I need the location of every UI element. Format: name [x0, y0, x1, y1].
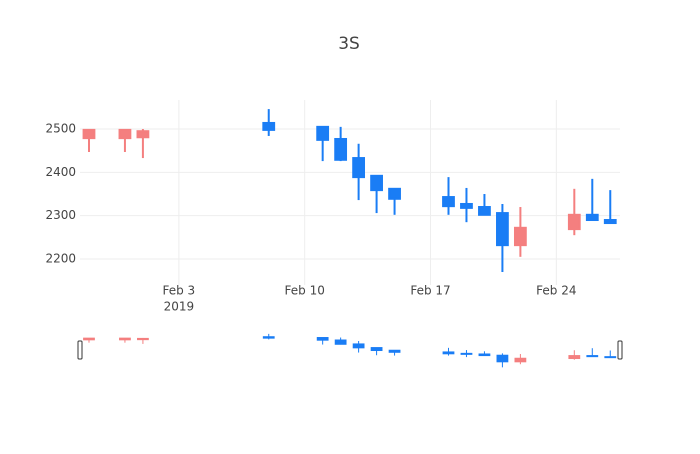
candle-body	[603, 219, 617, 225]
slider-candle-body	[478, 353, 491, 357]
slider-candle-body	[316, 337, 329, 341]
candle-body	[585, 213, 599, 222]
candle-body	[118, 128, 132, 140]
candle-body	[334, 137, 348, 161]
slider-candle-body	[514, 357, 527, 363]
range-slider-handle[interactable]	[617, 340, 623, 360]
slider-candle-body	[352, 343, 365, 349]
slider-candle-body	[568, 355, 581, 360]
x-tick-label: Feb 10	[285, 284, 325, 298]
candle-body	[262, 121, 276, 131]
candle-body	[388, 187, 401, 200]
y-tick-label: 2300	[45, 208, 76, 222]
candle-body	[513, 226, 527, 247]
candle-body	[442, 196, 455, 208]
candle-body	[352, 157, 366, 179]
chart-title: 3S	[338, 34, 360, 54]
slider-candle-body	[604, 356, 617, 359]
range-slider	[80, 332, 620, 370]
slider-candle-body	[442, 351, 455, 355]
slider-candle-body	[119, 337, 131, 341]
slider-candle-body	[460, 352, 473, 355]
slider-candle-body	[334, 339, 347, 345]
x-tick-label: Feb 3	[163, 284, 196, 298]
slider-candle-body	[83, 337, 95, 341]
slider-candle-body	[262, 336, 275, 339]
range-slider-handle[interactable]	[77, 340, 83, 360]
candle-body	[496, 212, 509, 247]
candle-body	[316, 125, 330, 141]
candle-body	[478, 206, 491, 216]
y-tick-label: 2200	[45, 252, 76, 266]
candle-body	[460, 202, 473, 209]
slider-candle-body	[496, 354, 509, 363]
slider-candle-body	[137, 337, 149, 341]
candle-body	[370, 174, 383, 192]
candle-body	[82, 128, 96, 140]
slider-candle-body	[586, 355, 599, 358]
y-tick-label: 2400	[45, 165, 76, 179]
candle-body	[567, 213, 581, 231]
candle-body	[136, 130, 150, 139]
y-tick-label: 2500	[45, 122, 76, 136]
slider-candle-body	[370, 347, 383, 352]
x-tick-label: Feb 24	[536, 284, 576, 298]
x-year-label: 2019	[164, 300, 195, 314]
slider-candle-body	[388, 349, 401, 353]
x-tick-label: Feb 17	[410, 284, 450, 298]
